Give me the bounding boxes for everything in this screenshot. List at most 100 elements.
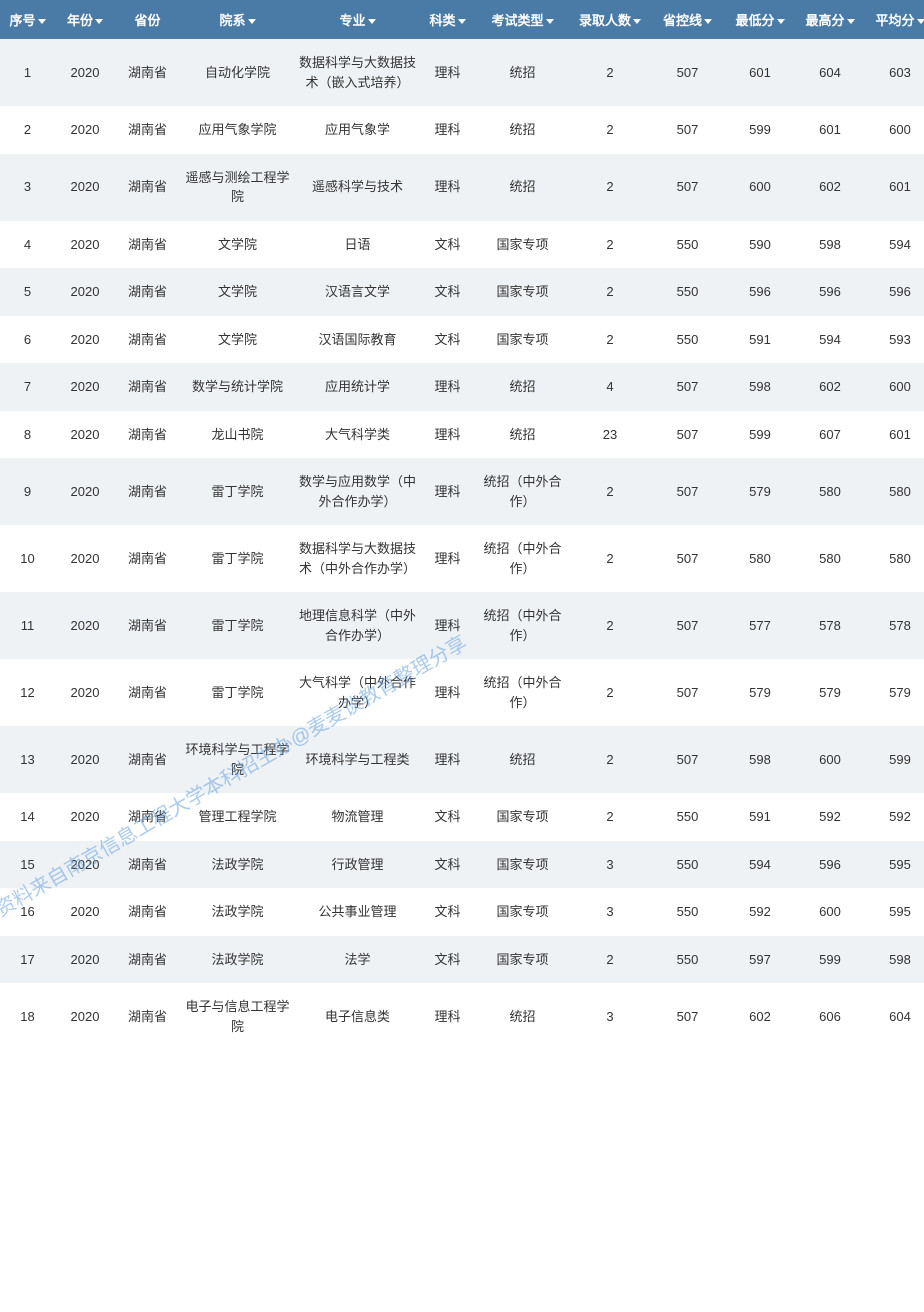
cell-dept: 法政学院	[180, 841, 295, 889]
cell-prov_line: 507	[650, 363, 725, 411]
cell-major: 汉语言文学	[295, 268, 420, 316]
col-header-category[interactable]: 科类	[420, 0, 475, 39]
cell-year: 2020	[55, 154, 115, 221]
cell-avg_score: 580	[865, 458, 924, 525]
sort-caret-icon	[95, 19, 103, 24]
cell-category: 理科	[420, 659, 475, 726]
cell-idx: 12	[0, 659, 55, 726]
cell-dept: 雷丁学院	[180, 592, 295, 659]
col-header-min_score[interactable]: 最低分	[725, 0, 795, 39]
cell-max_score: 592	[795, 793, 865, 841]
cell-category: 理科	[420, 106, 475, 154]
cell-idx: 15	[0, 841, 55, 889]
cell-max_score: 604	[795, 39, 865, 106]
cell-enroll_count: 2	[570, 726, 650, 793]
cell-idx: 14	[0, 793, 55, 841]
col-header-exam_type[interactable]: 考试类型	[475, 0, 570, 39]
cell-year: 2020	[55, 936, 115, 984]
cell-prov_line: 507	[650, 458, 725, 525]
cell-dept: 遥感与测绘工程学院	[180, 154, 295, 221]
cell-enroll_count: 2	[570, 659, 650, 726]
sort-caret-icon	[847, 19, 855, 24]
col-header-major[interactable]: 专业	[295, 0, 420, 39]
col-header-avg_score[interactable]: 平均分	[865, 0, 924, 39]
table-row: 12020湖南省自动化学院数据科学与大数据技术（嵌入式培养）理科统招250760…	[0, 39, 924, 106]
cell-min_score: 579	[725, 659, 795, 726]
col-header-label: 专业	[339, 13, 365, 28]
cell-max_score: 598	[795, 221, 865, 269]
cell-category: 文科	[420, 936, 475, 984]
cell-min_score: 596	[725, 268, 795, 316]
cell-enroll_count: 23	[570, 411, 650, 459]
cell-avg_score: 593	[865, 316, 924, 364]
cell-year: 2020	[55, 793, 115, 841]
col-header-label: 序号	[9, 13, 35, 28]
cell-dept: 数学与统计学院	[180, 363, 295, 411]
cell-idx: 10	[0, 525, 55, 592]
cell-major: 应用统计学	[295, 363, 420, 411]
cell-province: 湖南省	[115, 841, 180, 889]
table-row: 152020湖南省法政学院行政管理文科国家专项3550594596595	[0, 841, 924, 889]
cell-avg_score: 578	[865, 592, 924, 659]
col-header-prov_line[interactable]: 省控线	[650, 0, 725, 39]
cell-province: 湖南省	[115, 888, 180, 936]
cell-province: 湖南省	[115, 659, 180, 726]
table-row: 42020湖南省文学院日语文科国家专项2550590598594	[0, 221, 924, 269]
cell-year: 2020	[55, 888, 115, 936]
cell-idx: 3	[0, 154, 55, 221]
cell-enroll_count: 2	[570, 39, 650, 106]
cell-exam_type: 统招	[475, 983, 570, 1050]
cell-avg_score: 601	[865, 411, 924, 459]
cell-max_score: 602	[795, 154, 865, 221]
table-row: 102020湖南省雷丁学院数据科学与大数据技术（中外合作办学）理科统招（中外合作…	[0, 525, 924, 592]
cell-province: 湖南省	[115, 793, 180, 841]
cell-min_score: 601	[725, 39, 795, 106]
col-header-year[interactable]: 年份	[55, 0, 115, 39]
cell-enroll_count: 4	[570, 363, 650, 411]
cell-prov_line: 550	[650, 268, 725, 316]
cell-avg_score: 596	[865, 268, 924, 316]
cell-enroll_count: 3	[570, 983, 650, 1050]
cell-dept: 法政学院	[180, 888, 295, 936]
cell-min_score: 591	[725, 316, 795, 364]
table-row: 72020湖南省数学与统计学院应用统计学理科统招4507598602600	[0, 363, 924, 411]
cell-province: 湖南省	[115, 458, 180, 525]
col-header-label: 省份	[134, 13, 160, 28]
cell-prov_line: 550	[650, 221, 725, 269]
cell-avg_score: 580	[865, 525, 924, 592]
cell-dept: 雷丁学院	[180, 659, 295, 726]
cell-category: 理科	[420, 592, 475, 659]
cell-year: 2020	[55, 221, 115, 269]
cell-min_score: 599	[725, 106, 795, 154]
cell-category: 文科	[420, 888, 475, 936]
cell-dept: 文学院	[180, 221, 295, 269]
cell-idx: 7	[0, 363, 55, 411]
col-header-label: 科类	[429, 13, 455, 28]
cell-category: 理科	[420, 39, 475, 106]
cell-year: 2020	[55, 983, 115, 1050]
cell-min_score: 580	[725, 525, 795, 592]
cell-min_score: 577	[725, 592, 795, 659]
cell-province: 湖南省	[115, 592, 180, 659]
cell-min_score: 594	[725, 841, 795, 889]
table-row: 142020湖南省管理工程学院物流管理文科国家专项2550591592592	[0, 793, 924, 841]
table-body: 12020湖南省自动化学院数据科学与大数据技术（嵌入式培养）理科统招250760…	[0, 39, 924, 1050]
cell-idx: 18	[0, 983, 55, 1050]
cell-idx: 1	[0, 39, 55, 106]
cell-enroll_count: 2	[570, 592, 650, 659]
cell-year: 2020	[55, 411, 115, 459]
cell-category: 理科	[420, 154, 475, 221]
cell-province: 湖南省	[115, 983, 180, 1050]
cell-avg_score: 595	[865, 841, 924, 889]
cell-major: 物流管理	[295, 793, 420, 841]
cell-major: 法学	[295, 936, 420, 984]
table-row: 172020湖南省法政学院法学文科国家专项2550597599598	[0, 936, 924, 984]
cell-max_score: 594	[795, 316, 865, 364]
cell-exam_type: 国家专项	[475, 841, 570, 889]
col-header-enroll_count[interactable]: 录取人数	[570, 0, 650, 39]
cell-enroll_count: 2	[570, 793, 650, 841]
col-header-max_score[interactable]: 最高分	[795, 0, 865, 39]
col-header-idx[interactable]: 序号	[0, 0, 55, 39]
col-header-dept[interactable]: 院系	[180, 0, 295, 39]
cell-province: 湖南省	[115, 411, 180, 459]
